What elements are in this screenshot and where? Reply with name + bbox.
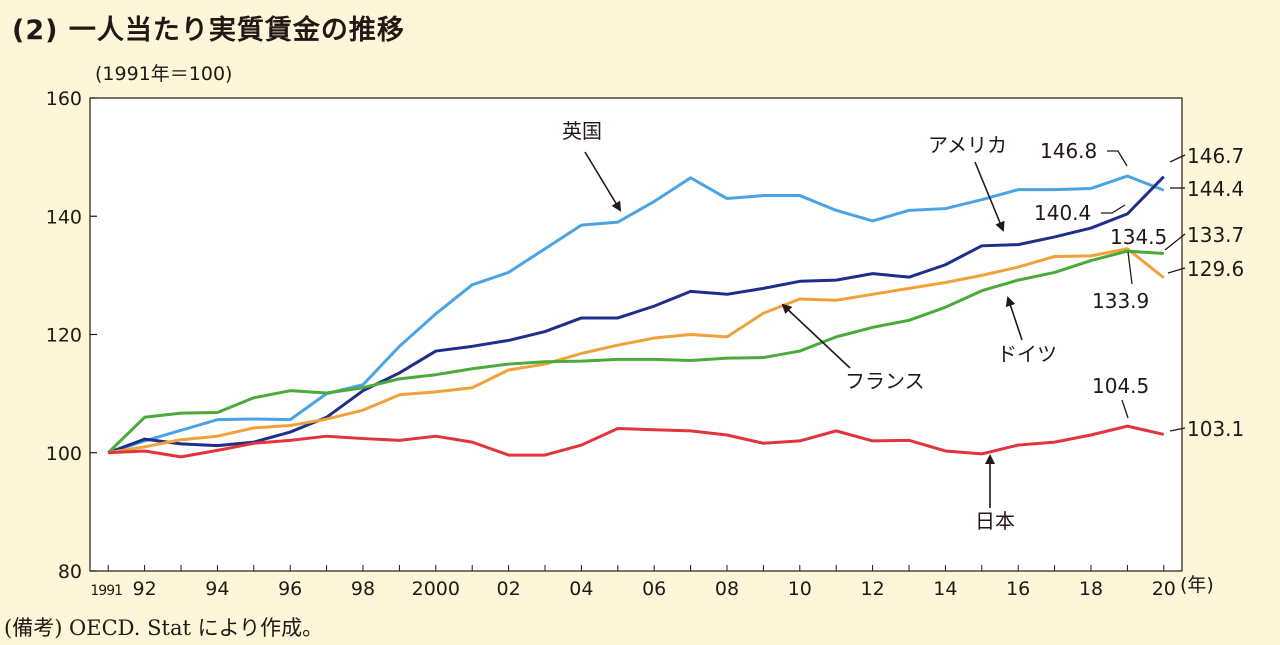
plot-area (90, 98, 1182, 571)
series-line-japan (108, 424, 1165, 459)
series-label-usa: アメリカ (928, 133, 1007, 157)
y-tick-label: 120 (46, 325, 82, 347)
x-tick-label: 1991 (90, 583, 122, 599)
x-tick-label: 06 (642, 578, 666, 600)
series-layer (107, 174, 1165, 459)
y-tick-label: 160 (46, 88, 82, 110)
y-tick-label: 80 (58, 561, 82, 583)
x-tick-label: 12 (861, 578, 885, 600)
leader-usa-2019 (1101, 204, 1126, 214)
x-tick-label: 92 (133, 578, 157, 600)
leader-germany-2020 (1164, 233, 1186, 251)
series-label-germany: ドイツ (997, 342, 1057, 366)
x-tick-label: 96 (278, 578, 302, 600)
leader-france-2019 (1127, 251, 1133, 285)
x-tick-label: 04 (569, 578, 593, 600)
value-label-japan-2019: 104.5 (1092, 374, 1149, 398)
series-label-france: フランス (845, 369, 925, 393)
x-tick-label: 16 (1006, 578, 1030, 600)
x-tick-label: 02 (497, 578, 521, 600)
leader-usa-2020 (1169, 154, 1186, 163)
leader-japan-2019 (1121, 399, 1129, 419)
x-tick-label: 2000 (412, 578, 460, 600)
value-label-uk-2019: 146.8 (1040, 139, 1097, 163)
value-label-uk-2020: 144.4 (1187, 177, 1244, 201)
series-line-germany (107, 249, 1164, 454)
value-label-usa-2019: 140.4 (1034, 201, 1091, 225)
series-line-uk (107, 174, 1165, 455)
series-label-uk: 英国 (562, 119, 602, 143)
value-label-germany-2019: 134.5 (1110, 225, 1167, 249)
x-tick-label: 98 (351, 578, 375, 600)
arrow-usa (974, 161, 1005, 232)
value-label-japan-2020: 103.1 (1187, 417, 1244, 441)
value-label-germany-2020: 133.7 (1187, 223, 1244, 247)
x-tick-label: 14 (933, 578, 957, 600)
value-label-france-2020: 129.6 (1187, 257, 1244, 281)
x-tick-label: 10 (788, 578, 812, 600)
y-tick-label: 140 (46, 206, 82, 228)
leader-uk-2019 (1107, 150, 1128, 167)
y-axis-unit-label: (1991年＝100) (95, 63, 232, 85)
x-axis-unit-label: (年) (1180, 574, 1214, 596)
arrow-uk (584, 151, 622, 212)
value-label-france-2019: 133.9 (1092, 289, 1149, 313)
source-note: (備考) OECD. Stat により作成。 (4, 616, 324, 640)
series-line-usa (107, 175, 1165, 455)
value-label-usa-2020: 146.7 (1187, 144, 1244, 168)
arrow-germany (1005, 296, 1023, 341)
x-tick-label: 08 (715, 578, 739, 600)
series-line-france (107, 247, 1165, 455)
series-label-japan: 日本 (975, 509, 1015, 533)
x-tick-label: 18 (1079, 578, 1103, 600)
y-tick-label: 100 (46, 443, 82, 465)
x-tick-label: 94 (205, 578, 229, 600)
axis-layer: 80 100 120 140 160 1991 92 94 96 98 2000 02 04 06 08 10… (46, 88, 1183, 600)
leader-france-2020 (1167, 267, 1186, 274)
chart-title: (2) 一人当たり実質賃金の推移 (12, 15, 405, 46)
x-tick-label: 20 (1152, 578, 1176, 600)
arrow-france (781, 303, 851, 369)
leader-japan-2020 (1169, 427, 1186, 432)
